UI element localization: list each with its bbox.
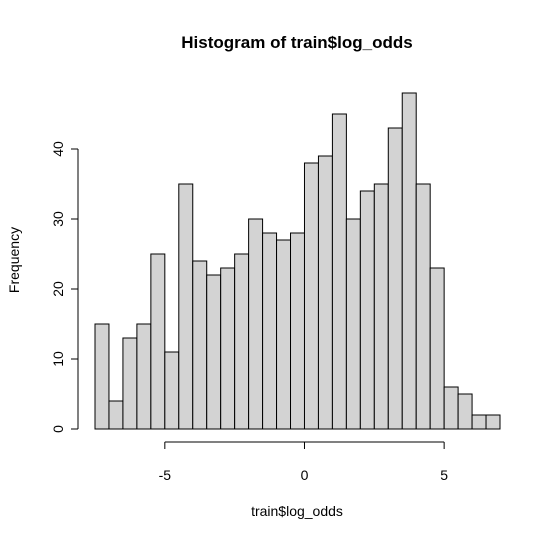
- histogram-bar: [429, 267, 445, 430]
- y-tick-label: 10: [50, 351, 66, 367]
- x-tick-label: 0: [301, 467, 309, 483]
- histogram-bar: [206, 274, 222, 430]
- histogram-bar: [220, 267, 236, 430]
- histogram-bar: [317, 155, 333, 430]
- y-axis: 0 10 20 30 40: [50, 141, 79, 433]
- histogram-bar: [345, 218, 361, 430]
- histogram-bar: [401, 92, 417, 430]
- histogram-bar: [415, 183, 431, 430]
- chart-title: Histogram of train$log_odds: [181, 33, 412, 52]
- histogram-bar: [471, 414, 487, 430]
- x-tick-label: -5: [159, 467, 172, 483]
- histogram-bar: [164, 351, 180, 430]
- histogram-bar: [248, 218, 264, 430]
- histogram-bar: [303, 162, 319, 430]
- histogram-bar: [108, 400, 124, 430]
- histogram-bar: [234, 253, 250, 430]
- histogram-bar: [178, 183, 194, 430]
- histogram-bar: [485, 414, 501, 430]
- histogram-bar: [94, 323, 110, 430]
- y-tick-label: 40: [50, 141, 66, 157]
- x-tick-label: 5: [440, 467, 448, 483]
- histogram-bar: [387, 127, 403, 430]
- histogram-bar: [150, 253, 166, 430]
- histogram-bar: [290, 232, 305, 430]
- x-axis-label: train$log_odds: [251, 503, 343, 519]
- histogram-bar: [262, 232, 278, 430]
- histogram-bar: [457, 393, 473, 430]
- histogram-bar: [136, 323, 152, 430]
- histogram-bar: [373, 183, 389, 430]
- y-tick-label: 0: [50, 425, 66, 433]
- histogram-bar: [192, 260, 208, 430]
- y-tick-label: 30: [50, 211, 66, 227]
- histogram-bar: [359, 190, 375, 430]
- x-axis: -5 0 5: [159, 441, 448, 483]
- histogram-bar: [331, 113, 347, 430]
- histogram-bar: [276, 239, 292, 430]
- y-axis-label: Frequency: [6, 227, 22, 293]
- y-tick-label: 20: [50, 281, 66, 297]
- histogram-bar: [443, 386, 459, 430]
- histogram-bar: [122, 337, 138, 430]
- bars-group: [94, 92, 501, 430]
